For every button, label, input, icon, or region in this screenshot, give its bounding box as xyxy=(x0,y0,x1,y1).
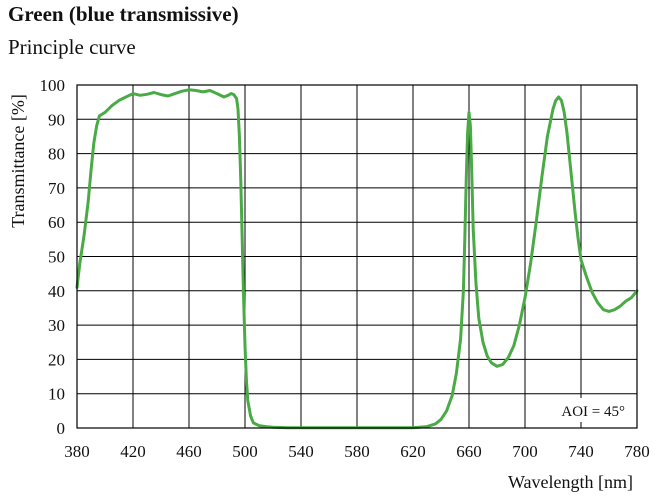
plot-frame xyxy=(76,84,638,429)
y-tick-label: 10 xyxy=(48,385,65,404)
y-tick-label: 50 xyxy=(48,248,65,267)
y-tick-label: 70 xyxy=(48,179,65,198)
y-tick-label: 90 xyxy=(48,110,65,129)
y-tick-label: 100 xyxy=(40,76,66,95)
x-tick-label: 420 xyxy=(120,442,146,461)
y-tick-labels: 0 10 20 30 40 50 60 70 80 90 100 xyxy=(40,76,66,438)
y-tick-label: 80 xyxy=(48,145,65,164)
x-tick-label: 660 xyxy=(456,442,482,461)
x-tick-label: 700 xyxy=(512,442,538,461)
x-axis-label: Wavelength [nm] xyxy=(508,472,633,492)
x-tick-label: 780 xyxy=(624,442,650,461)
y-axis-label: Transmittance [%] xyxy=(8,94,28,228)
x-tick-label: 540 xyxy=(288,442,314,461)
y-tick-label: 30 xyxy=(48,316,65,335)
x-tick-label: 460 xyxy=(176,442,202,461)
x-tick-label: 500 xyxy=(232,442,258,461)
x-tick-label: 380 xyxy=(64,442,90,461)
transmittance-curve xyxy=(75,88,639,430)
chart-title: Green (blue transmissive) xyxy=(8,2,239,26)
chart-subtitle: Principle curve xyxy=(8,35,136,59)
x-tick-label: 620 xyxy=(400,442,426,461)
aoi-annotation: AOI = 45° xyxy=(561,404,625,420)
y-tick-label: 60 xyxy=(48,213,65,232)
annotation-box xyxy=(543,398,631,422)
plot-border xyxy=(76,84,638,429)
y-tick-label: 20 xyxy=(48,350,65,369)
series-layer xyxy=(75,88,639,430)
grid xyxy=(76,84,638,429)
x-tick-label: 580 xyxy=(344,442,370,461)
y-tick-label: 0 xyxy=(57,419,66,438)
y-tick-label: 40 xyxy=(48,282,65,301)
x-tick-label: 740 xyxy=(568,442,594,461)
x-tick-labels: 380 420 460 500 540 580 620 660 700 740 780 xyxy=(64,442,650,461)
